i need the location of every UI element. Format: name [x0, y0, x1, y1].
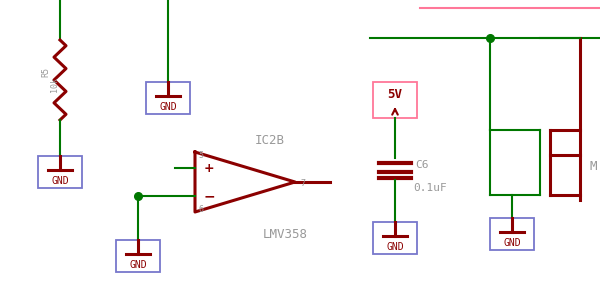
- Text: 5V: 5V: [388, 88, 403, 101]
- Text: +: +: [203, 161, 214, 175]
- Text: GND: GND: [129, 260, 147, 270]
- Text: 6: 6: [199, 205, 203, 214]
- Text: R5: R5: [41, 67, 50, 77]
- Text: C6: C6: [415, 160, 428, 170]
- Bar: [146, 82, 190, 114]
- Text: 5: 5: [199, 151, 203, 160]
- Text: GND: GND: [503, 238, 521, 248]
- Text: GND: GND: [51, 176, 69, 186]
- Bar: [373, 222, 417, 254]
- Text: 0.1uF: 0.1uF: [413, 183, 447, 193]
- Bar: [116, 240, 160, 272]
- Text: GND: GND: [159, 102, 177, 112]
- Text: LMV358: LMV358: [263, 229, 308, 242]
- Text: −: −: [203, 189, 215, 203]
- Text: IC2B: IC2B: [255, 134, 285, 146]
- Text: 7: 7: [300, 178, 305, 188]
- Bar: [373, 82, 417, 118]
- Text: GND: GND: [386, 242, 404, 252]
- Bar: [38, 156, 82, 188]
- Text: M: M: [590, 160, 598, 173]
- Bar: [490, 218, 534, 250]
- Text: 10k: 10k: [50, 77, 59, 92]
